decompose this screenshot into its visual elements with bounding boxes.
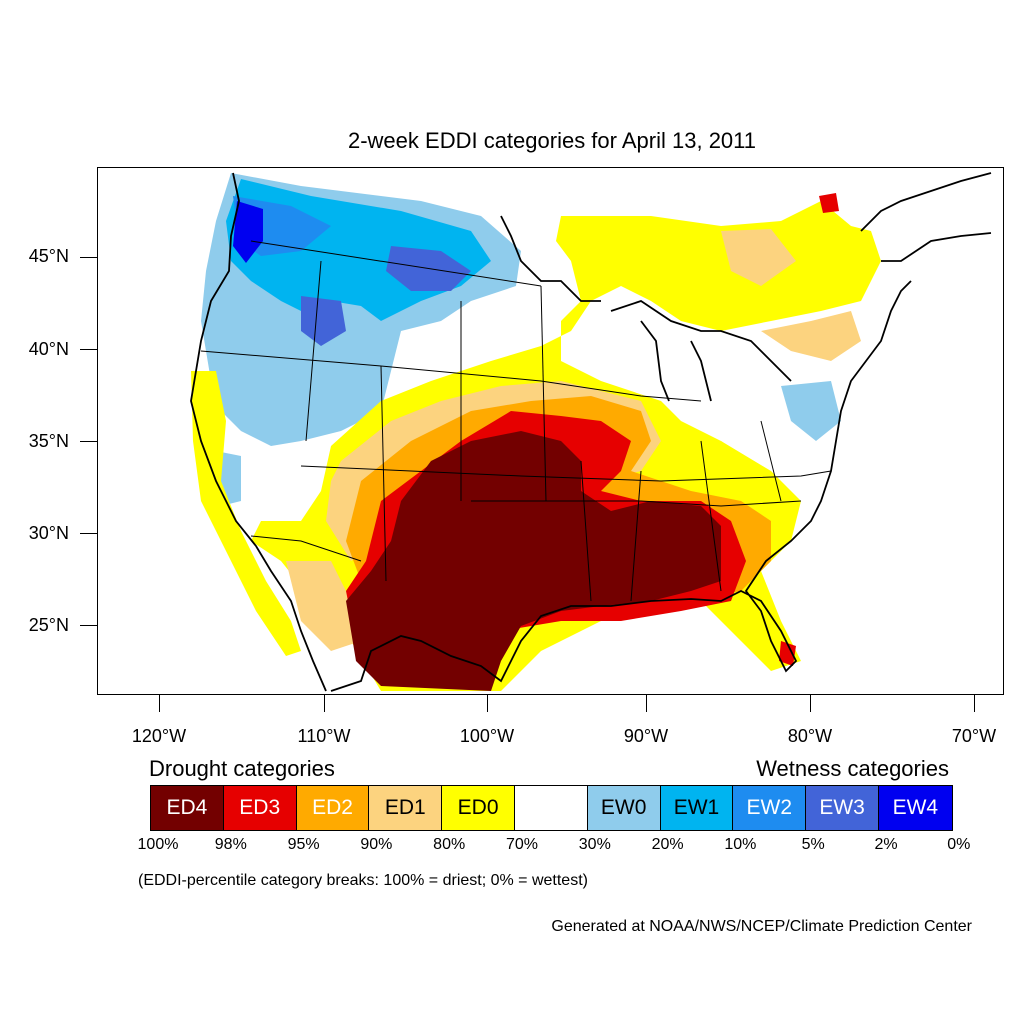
lat-label-35: 35°N — [28, 431, 69, 451]
legend-swatch-ew3: EW3 — [806, 786, 879, 830]
region-ew0-mid-atlantic — [781, 381, 841, 441]
lon-label-80: 80°W — [787, 726, 833, 746]
lon-label-110: 110°W — [297, 726, 351, 746]
breaks-note: (EDDI-percentile category breaks: 100% =… — [138, 872, 588, 889]
region-ed1-southwest — [286, 561, 361, 651]
credit-line: Generated at NOAA/NWS/NCEP/Climate Predi… — [551, 918, 972, 935]
region-ed3-florida — [779, 641, 796, 666]
lat-tick — [80, 625, 97, 626]
lon-label-90: 90°W — [623, 726, 669, 746]
region-ew3b — [301, 296, 346, 346]
percentile-label: 20% — [651, 836, 684, 853]
lat-tick — [80, 257, 97, 258]
region-ew4 — [233, 201, 263, 263]
legend-swatch-neutral — [514, 786, 588, 830]
percentile-label: 5% — [801, 836, 825, 853]
coastlines — [190, 172, 992, 692]
legend-swatch-ew4: EW4 — [878, 786, 952, 830]
region-ed1-northeast — [761, 311, 861, 361]
percentile-label: 95% — [287, 836, 320, 853]
region-ed0-ca-coast — [191, 371, 301, 656]
lat-tick — [80, 533, 97, 534]
lon-tick — [646, 695, 647, 712]
lat-tick — [80, 441, 97, 442]
region-ed0-ohio-valley — [651, 441, 801, 521]
region-ed3-quebec — [819, 193, 839, 213]
category-legend: ED4 ED3 ED2 ED1 ED0 EW0 EW1 EW2 EW3 EW4 — [150, 785, 953, 831]
percentile-label: 100% — [137, 836, 179, 853]
percentile-label: 80% — [433, 836, 466, 853]
map-title: 2-week EDDI categories for April 13, 201… — [347, 128, 757, 153]
lat-tick — [80, 349, 97, 350]
lon-tick — [487, 695, 488, 712]
lon-label-70: 70°W — [951, 726, 997, 746]
region-ed4 — [346, 431, 721, 691]
lon-tick — [810, 695, 811, 712]
legend-swatch-ed2: ED2 — [296, 786, 370, 830]
eddi-map — [190, 172, 992, 692]
drought-categories-heading: Drought categories — [149, 756, 335, 781]
region-ed1-ontario — [721, 229, 796, 286]
legend-swatch-ew0: EW0 — [587, 786, 661, 830]
percentile-label: 0% — [947, 836, 971, 853]
percentile-label: 70% — [505, 836, 539, 853]
legend-swatch-ed1: ED1 — [369, 786, 443, 830]
percentile-label: 10% — [724, 836, 757, 853]
lat-label-30: 30°N — [28, 523, 69, 543]
lat-label-25: 25°N — [28, 615, 69, 635]
lon-tick — [974, 695, 975, 712]
lat-label-40: 40°N — [28, 339, 69, 359]
lon-tick — [159, 695, 160, 712]
percentile-label: 30% — [578, 836, 611, 853]
percentile-label: 90% — [360, 836, 393, 853]
lat-label-45: 45°N — [28, 246, 69, 266]
percentile-label: 2% — [874, 836, 898, 853]
lon-label-120: 120°W — [131, 726, 187, 746]
legend-swatch-ed0: ED0 — [442, 786, 515, 830]
legend-swatch-ed3: ED3 — [223, 786, 297, 830]
state-borders — [200, 240, 832, 602]
percentile-label: 98% — [214, 836, 247, 853]
legend-swatch-ew2: EW2 — [733, 786, 807, 830]
lon-tick — [324, 695, 325, 712]
legend-swatch-ed4: ED4 — [151, 786, 224, 830]
legend-swatch-ew1: EW1 — [660, 786, 734, 830]
map-panel — [97, 167, 1004, 695]
wetness-categories-heading: Wetness categories — [756, 756, 949, 781]
lon-label-100: 100°W — [459, 726, 515, 746]
